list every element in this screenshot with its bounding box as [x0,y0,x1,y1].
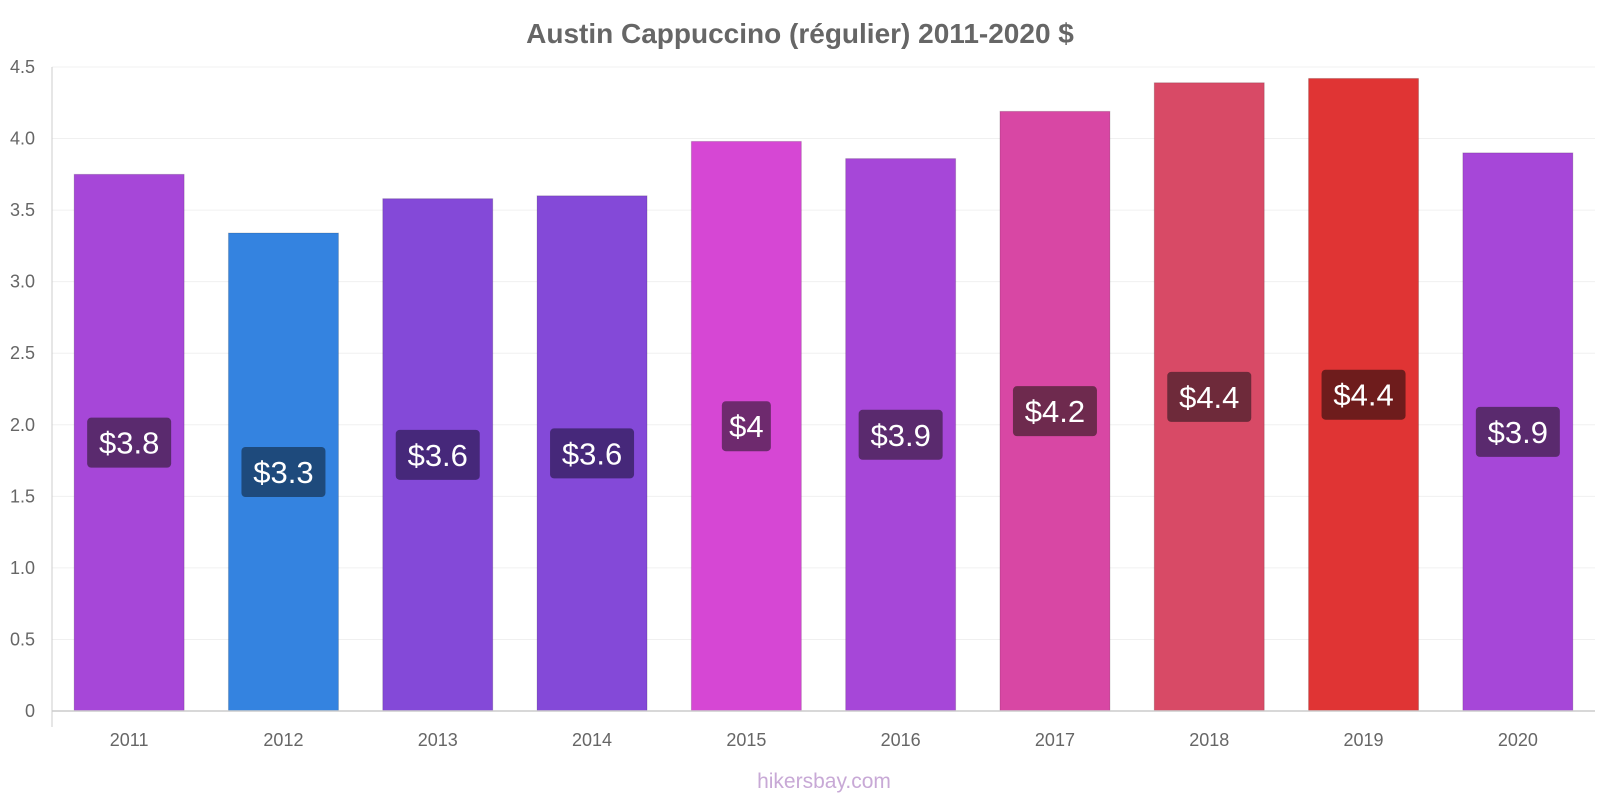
value-label-text: $3.3 [253,455,313,490]
value-label-text: $3.9 [870,418,930,453]
value-label-2019: $4.4 [1321,369,1406,420]
x-tick-label: 2012 [263,730,303,750]
value-label-2017: $4.2 [1012,386,1097,437]
y-tick-label: 0 [25,701,35,721]
x-tick-label: 2015 [726,730,766,750]
value-label-text: $4.4 [1333,378,1393,413]
x-tick-label: 2020 [1498,730,1538,750]
value-label-box [858,409,943,460]
value-labels: $3.8 $3.3 $3.6 $3.6 $4 $3.9 $4.2 $4.4 $4.4 $3.9 [87,369,1560,498]
value-label-2011: $3.8 [87,417,172,468]
y-tick-label: 1.5 [10,486,35,506]
value-label-box [550,428,635,479]
x-axis: 2011 2012 2013 2014 2015 2016 2017 2018 2019 2020 [52,710,1595,750]
value-label-box [241,447,326,498]
y-tick-label: 3.0 [10,272,35,292]
x-tick-label: 2011 [110,730,149,750]
value-label-2015: $4 [721,401,771,452]
x-tick-label: 2018 [1189,730,1229,750]
value-label-box [1475,406,1560,457]
value-label-text: $3.8 [99,426,159,461]
value-label-text: $3.6 [562,436,622,471]
value-label-2013: $3.6 [395,429,480,480]
value-label-box [1167,371,1252,422]
value-label-box [395,429,480,480]
watermark: hikersbay.com [757,770,891,793]
value-label-text: $3.9 [1488,415,1548,450]
value-label-box [87,417,172,468]
y-tick-label: 1.0 [10,558,35,578]
x-tick-label: 2014 [572,730,612,750]
value-label-box [1321,369,1406,420]
chart-title: Austin Cappuccino (régulier) 2011-2020 $ [526,18,1074,49]
value-label-box [1012,386,1097,437]
value-label-text: $4.2 [1025,394,1085,429]
x-tick-label: 2016 [881,730,921,750]
value-label-2014: $3.6 [550,428,635,479]
value-label-2012: $3.3 [241,447,326,498]
y-tick-label: 4.5 [10,57,35,77]
x-tick-label: 2019 [1344,730,1384,750]
y-axis: 0 0.5 1.0 1.5 2.0 2.5 3.0 3.5 4.0 4.5 [10,57,53,727]
y-tick-label: 3.5 [10,200,35,220]
y-tick-label: 2.0 [10,415,35,435]
y-tick-label: 2.5 [10,343,35,363]
value-label-2018: $4.4 [1167,371,1252,422]
value-label-2016: $3.9 [858,409,943,460]
x-tick-label: 2013 [418,730,458,750]
y-tick-label: 0.5 [10,629,35,649]
value-label-text: $4 [729,409,763,444]
x-tick-label: 2017 [1035,730,1075,750]
value-label-2020: $3.9 [1475,406,1560,457]
value-label-text: $3.6 [408,438,468,473]
value-label-box [721,401,771,452]
value-label-text: $4.4 [1179,380,1239,415]
y-tick-label: 4.0 [10,129,35,149]
